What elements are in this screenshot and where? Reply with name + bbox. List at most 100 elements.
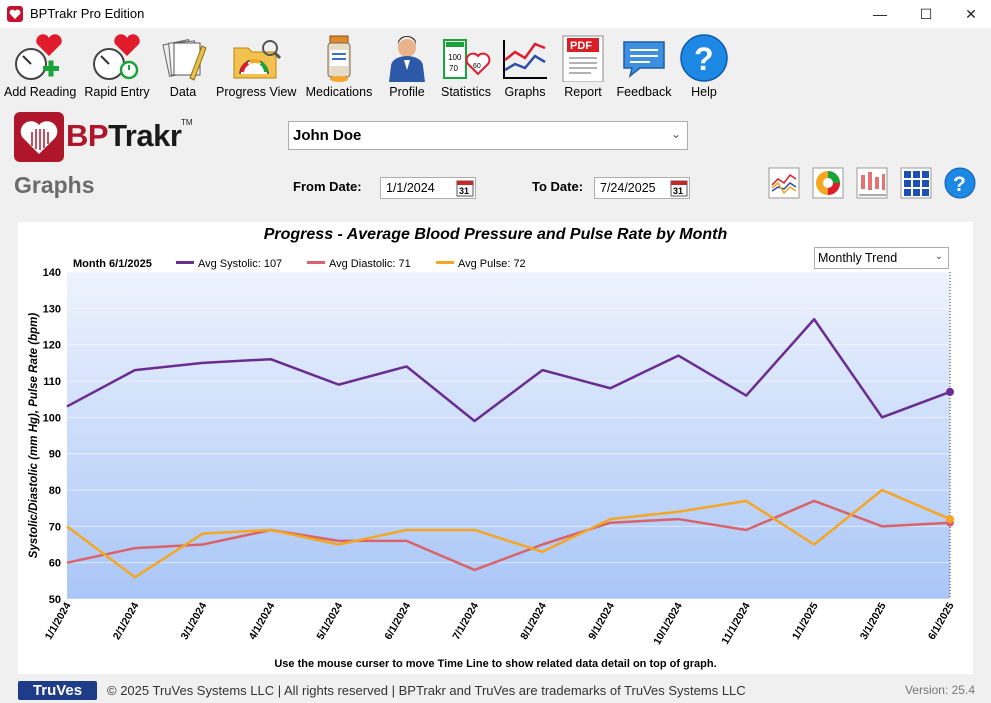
help-button[interactable]: ? Help [678, 34, 730, 104]
from-date-value: 1/1/2024 [386, 181, 435, 195]
y-tick-label: 120 [43, 340, 61, 352]
medications-label: Medications [305, 85, 373, 99]
x-tick-label: 6/1/2024 [382, 600, 413, 642]
data-icon [162, 39, 207, 81]
series-line-avg-systolic [66, 317, 951, 423]
trend-dropdown[interactable]: Monthly Trend ⌄ [814, 247, 949, 269]
feedback-button[interactable]: Feedback [614, 34, 674, 104]
graph-help-icon[interactable]: ? [944, 167, 976, 199]
version-text: Version: 25.4 [904, 683, 975, 697]
data-label: Data [169, 85, 197, 99]
from-date-picker[interactable]: 1/1/2024 31 [380, 177, 476, 199]
to-date-label: To Date: [532, 179, 584, 194]
legend-systolic-label: Avg Systolic: 107 [198, 258, 283, 270]
svg-text:31: 31 [459, 186, 469, 196]
medications-icon [327, 35, 351, 82]
statistics-label: Statistics [440, 85, 491, 99]
legend-diastolic: Avg Diastolic: 71 [307, 258, 411, 270]
bp-line-chart[interactable]: 50 60 70 80 90 100 110 120 130 140 1/1/2024 2/1/202… [18, 222, 973, 674]
x-tick-label: 11/1/2024 [719, 600, 753, 646]
series-line-avg-diastolic [66, 499, 951, 572]
y-tick-label: 70 [49, 521, 61, 533]
truves-logo: TruVes [18, 681, 97, 700]
add-reading-icon [15, 34, 62, 80]
bptrakr-logo-heart-icon [14, 112, 64, 162]
svg-text:?: ? [694, 41, 714, 77]
x-tick-label: 3/1/2024 [179, 600, 210, 642]
patient-dropdown[interactable]: John Doe ⌄ [288, 121, 688, 150]
x-tick-label: 3/1/2025 [858, 600, 889, 642]
report-button[interactable]: PDF Report [558, 34, 608, 104]
profile-button[interactable]: Profile [382, 34, 432, 104]
chart-title: Progress - Average Blood Pressure and Pu… [263, 226, 728, 243]
logo-bp-text: BP [66, 118, 109, 153]
logo-trakr-text: Trakr [108, 118, 182, 153]
graphs-icon [503, 40, 547, 79]
legend-pulse: Avg Pulse: 72 [436, 258, 526, 270]
x-tick-label: 5/1/2024 [314, 600, 345, 642]
y-tick-label: 60 [49, 558, 61, 570]
progress-view-button[interactable]: Progress View [216, 34, 296, 104]
chevron-down-icon: ⌄ [934, 251, 943, 262]
x-tick-label: 10/1/2024 [651, 600, 685, 647]
y-tick-label: 90 [49, 449, 61, 461]
graphs-button[interactable]: Graphs [498, 34, 552, 104]
maximize-button[interactable]: ☐ [919, 6, 933, 22]
statistics-icon: 100 70 60 [443, 39, 491, 79]
legend-swatch-systolic [176, 260, 194, 264]
line-graph-view-icon[interactable] [768, 167, 800, 199]
report-label: Report [564, 85, 602, 99]
calendar-icon[interactable]: 31 [456, 179, 474, 197]
chevron-down-icon: ⌄ [670, 127, 681, 141]
grid-view-icon[interactable] [900, 167, 932, 199]
app-heart-icon [7, 6, 23, 22]
plot-area [67, 272, 950, 599]
x-tick-label: 7/1/2024 [450, 600, 481, 642]
y-tick-label: 140 [43, 267, 61, 279]
x-tick-label: 6/1/2025 [926, 600, 957, 642]
to-date-picker[interactable]: 7/24/2025 31 [594, 177, 690, 199]
title-bar: BPTrakr Pro Edition — ☐ ✕ [0, 0, 991, 28]
footer: TruVes © 2025 TruVes Systems LLC | All r… [0, 678, 991, 703]
svg-text:PDF: PDF [570, 40, 592, 52]
x-tick-label: 1/1/2025 [790, 600, 821, 642]
legend-month: Month 6/1/2025 [73, 258, 152, 270]
y-tick-label: 80 [49, 485, 61, 497]
candlestick-view-icon[interactable] [856, 167, 888, 199]
legend-pulse-label: Avg Pulse: 72 [458, 258, 526, 270]
bptrakr-logo-text: BPTrakr [66, 118, 182, 154]
patient-selected-value: John Doe [293, 127, 362, 144]
statistics-button[interactable]: 100 70 60 Statistics [438, 34, 494, 104]
svg-text:?: ? [953, 173, 966, 196]
add-reading-button[interactable]: Add Reading [4, 34, 77, 104]
chart-panel: 50 60 70 80 90 100 110 120 130 140 1/1/2024 2/1/202… [18, 222, 973, 674]
data-button[interactable]: Data [156, 34, 210, 104]
series-line-avg-pulse [66, 488, 951, 579]
trend-selected-value: Monthly Trend [818, 251, 898, 265]
pie-chart-view-icon[interactable] [812, 167, 844, 199]
feedback-icon [623, 41, 665, 78]
legend-swatch-diastolic [307, 260, 325, 264]
y-tick-label: 110 [43, 376, 61, 388]
timeline-point-avg-systolic [946, 387, 954, 396]
add-reading-label: Add Reading [4, 85, 77, 99]
close-button[interactable]: ✕ [965, 6, 977, 22]
x-tick-label: 2/1/2024 [111, 600, 142, 642]
x-tick-label: 9/1/2024 [586, 600, 617, 642]
svg-text:100: 100 [448, 53, 462, 62]
minimize-button[interactable]: — [873, 6, 887, 22]
graphs-label: Graphs [504, 85, 546, 99]
to-date-value: 7/24/2025 [600, 181, 656, 195]
chart-hint-text: Use the mouse curser to move Time Line t… [274, 658, 717, 670]
rapid-entry-button[interactable]: Rapid Entry [84, 34, 150, 104]
help-icon: ? [680, 34, 728, 82]
y-axis-label: Systolic/Diastolic (mm Hg), Pulse Rate (… [28, 313, 40, 559]
x-tick-label: 8/1/2024 [518, 600, 549, 642]
progress-view-label: Progress View [216, 85, 297, 99]
report-pdf-icon: PDF [562, 35, 604, 82]
y-tick-label: 130 [43, 303, 61, 315]
medications-button[interactable]: Medications [302, 34, 376, 104]
calendar-icon[interactable]: 31 [670, 179, 688, 197]
timeline-point-avg-pulse [946, 515, 954, 524]
svg-text:60: 60 [473, 63, 481, 70]
